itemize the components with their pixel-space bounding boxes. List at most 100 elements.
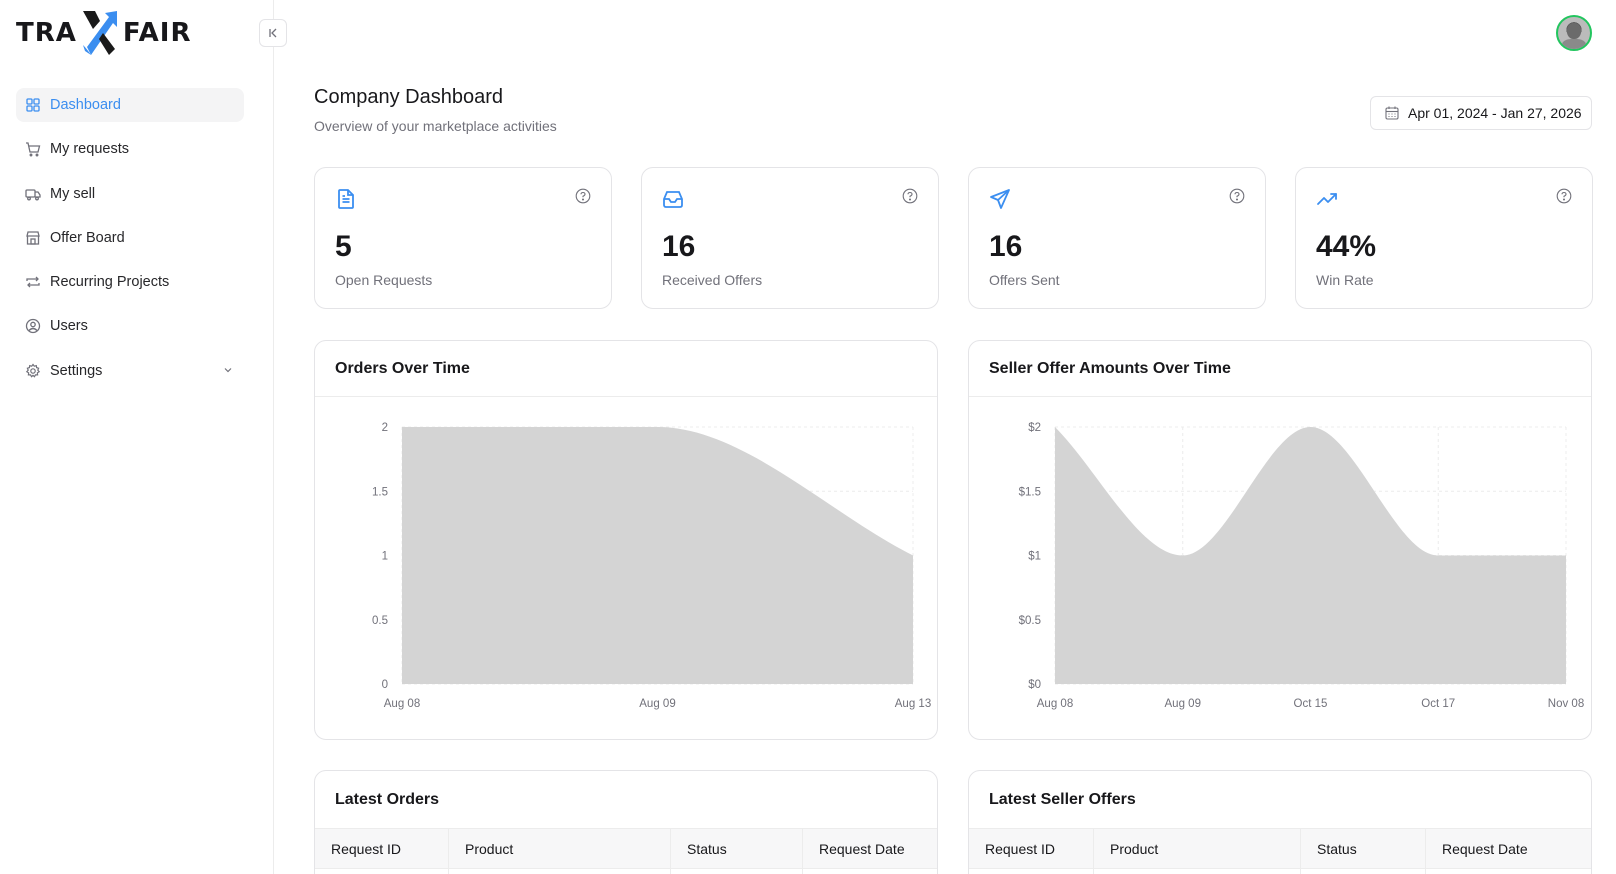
- sidebar-item-label: My sell: [50, 185, 96, 202]
- sidebar-item-offer-board[interactable]: Offer Board: [16, 221, 244, 255]
- latest-seller-offers-card: Latest Seller Offers Request ID Product …: [968, 770, 1592, 874]
- sidebar: TRA FAIR Dashboard My requests My sell O…: [0, 0, 287, 874]
- column-header-request-id[interactable]: Request ID: [315, 829, 449, 868]
- page-title: Company Dashboard: [314, 86, 503, 108]
- stat-card-open-requests: 5 Open Requests: [314, 167, 612, 309]
- column-header-request-id[interactable]: Request ID: [969, 829, 1094, 868]
- truck-icon: [25, 186, 41, 202]
- svg-text:Oct 15: Oct 15: [1294, 698, 1328, 710]
- sidebar-item-recurring-projects[interactable]: Recurring Projects: [16, 265, 244, 299]
- column-header-product[interactable]: Product: [449, 829, 671, 868]
- table-title: Latest Seller Offers: [989, 790, 1136, 808]
- column-header-status[interactable]: Status: [671, 829, 803, 868]
- seller-offers-chart-card: Seller Offer Amounts Over Time $0 $0.5 $1 $…: [968, 340, 1592, 740]
- date-range-value: Apr 01, 2024 - Jan 27, 2026: [1408, 105, 1582, 121]
- chart-title: Orders Over Time: [315, 341, 937, 397]
- stat-label: Offers Sent: [989, 272, 1060, 288]
- sidebar-item-my-sell[interactable]: My sell: [16, 177, 244, 211]
- sidebar-item-dashboard[interactable]: Dashboard: [16, 88, 244, 122]
- svg-text:Aug 08: Aug 08: [1037, 698, 1073, 710]
- svg-text:Oct 17: Oct 17: [1421, 698, 1455, 710]
- latest-orders-card: Latest Orders Request ID Product Status …: [314, 770, 938, 874]
- column-header-product[interactable]: Product: [1094, 829, 1301, 868]
- sidebar-item-label: Recurring Projects: [50, 274, 170, 291]
- column-header-request-date[interactable]: Request Date: [1442, 840, 1528, 857]
- svg-text:Aug 09: Aug 09: [639, 698, 675, 710]
- help-circle-icon[interactable]: [902, 188, 918, 209]
- svg-text:2: 2: [382, 422, 388, 434]
- sidebar-item-settings[interactable]: Settings: [16, 354, 244, 388]
- help-circle-icon[interactable]: [1556, 188, 1572, 209]
- table-cell: [1094, 869, 1301, 874]
- table-row[interactable]: [969, 869, 1591, 874]
- collapse-sidebar-button[interactable]: [259, 19, 287, 47]
- stat-card-win-rate: 44% Win Rate: [1295, 167, 1593, 309]
- sidebar-item-users[interactable]: Users: [16, 309, 244, 343]
- date-range-picker[interactable]: Apr 01, 2024 - Jan 27, 2026: [1370, 96, 1592, 130]
- brand-right: FAIR: [122, 18, 192, 48]
- sidebar-item-label: Dashboard: [50, 97, 121, 113]
- svg-text:$0.5: $0.5: [1019, 615, 1041, 627]
- svg-text:$1: $1: [1028, 551, 1041, 563]
- sidebar-item-label: Settings: [50, 362, 103, 379]
- svg-text:$1.5: $1.5: [1019, 486, 1041, 498]
- brand-x-mark-icon: [82, 11, 117, 55]
- table-row[interactable]: [315, 869, 937, 874]
- grid-icon: [25, 97, 41, 113]
- svg-text:Aug 13: Aug 13: [895, 698, 931, 710]
- sidebar-nav: Dashboard My requests My sell Offer Boar…: [16, 88, 244, 398]
- column-header-status[interactable]: Status: [1301, 829, 1426, 868]
- help-circle-icon[interactable]: [575, 188, 591, 209]
- calendar-icon: [1385, 106, 1399, 120]
- brand-logo[interactable]: TRA FAIR: [16, 8, 200, 58]
- help-circle-icon[interactable]: [1229, 188, 1245, 209]
- chart-title: Seller Offer Amounts Over Time: [969, 341, 1591, 397]
- chevron-down-icon[interactable]: [222, 364, 234, 380]
- cart-icon: [25, 141, 41, 157]
- stat-label: Open Requests: [335, 272, 433, 288]
- column-header-request-date[interactable]: Request Date: [819, 840, 905, 857]
- trending-up-icon: [1316, 188, 1340, 215]
- svg-text:1.5: 1.5: [372, 486, 388, 498]
- brand-left: TRA: [16, 18, 77, 48]
- table-cell: [671, 869, 803, 874]
- sidebar-item-label: Users: [50, 318, 88, 335]
- stat-value: 44%: [1316, 230, 1377, 263]
- user-avatar[interactable]: [1556, 15, 1592, 51]
- repeat-icon: [25, 274, 41, 290]
- svg-text:$2: $2: [1028, 422, 1041, 434]
- send-icon: [989, 188, 1011, 215]
- seller-offers-area-chart[interactable]: $0 $0.5 $1 $1.5 $2 Aug 08 Aug 09 Oct 15 Oct 17 No…: [969, 397, 1592, 740]
- stat-card-offers-sent: 16 Offers Sent: [968, 167, 1266, 309]
- page-subtitle: Overview of your marketplace activities: [314, 118, 557, 134]
- sidebar-item-label: My requests: [50, 141, 129, 158]
- svg-text:1: 1: [382, 551, 388, 563]
- table-cell: [803, 869, 937, 874]
- sidebar-item-label: Offer Board: [50, 229, 125, 246]
- svg-text:Aug 09: Aug 09: [1165, 698, 1201, 710]
- stat-value: 5: [335, 230, 352, 263]
- avatar-body: [1562, 39, 1586, 49]
- avatar-face: [1567, 23, 1581, 39]
- stat-value: 16: [662, 230, 696, 263]
- store-icon: [25, 230, 41, 246]
- stat-label: Received Offers: [662, 272, 763, 288]
- stat-value: 16: [989, 230, 1023, 263]
- svg-text:0: 0: [382, 679, 388, 691]
- orders-area-chart[interactable]: 0 0.5 1 1.5 2 Aug 08 Aug 09 Aug 13: [315, 397, 938, 740]
- orders-chart-card: Orders Over Time 0 0.5 1 1.5 2 Aug 08 Aug 09 Au…: [314, 340, 938, 740]
- svg-text:Nov 08: Nov 08: [1548, 698, 1584, 710]
- inbox-icon: [662, 188, 684, 215]
- user-circle-icon: [25, 318, 41, 334]
- document-icon: [335, 188, 357, 215]
- table-cell: [969, 869, 1094, 874]
- table-header: Request ID Product Status Request Date: [969, 828, 1591, 869]
- stat-card-received-offers: 16 Received Offers: [641, 167, 939, 309]
- svg-text:0.5: 0.5: [372, 615, 388, 627]
- table-cell: [315, 869, 449, 874]
- table-cell: [1301, 869, 1426, 874]
- stat-label: Win Rate: [1316, 272, 1374, 288]
- sidebar-item-my-requests[interactable]: My requests: [16, 132, 244, 166]
- table-cell: [1426, 869, 1591, 874]
- gear-icon: [25, 363, 41, 379]
